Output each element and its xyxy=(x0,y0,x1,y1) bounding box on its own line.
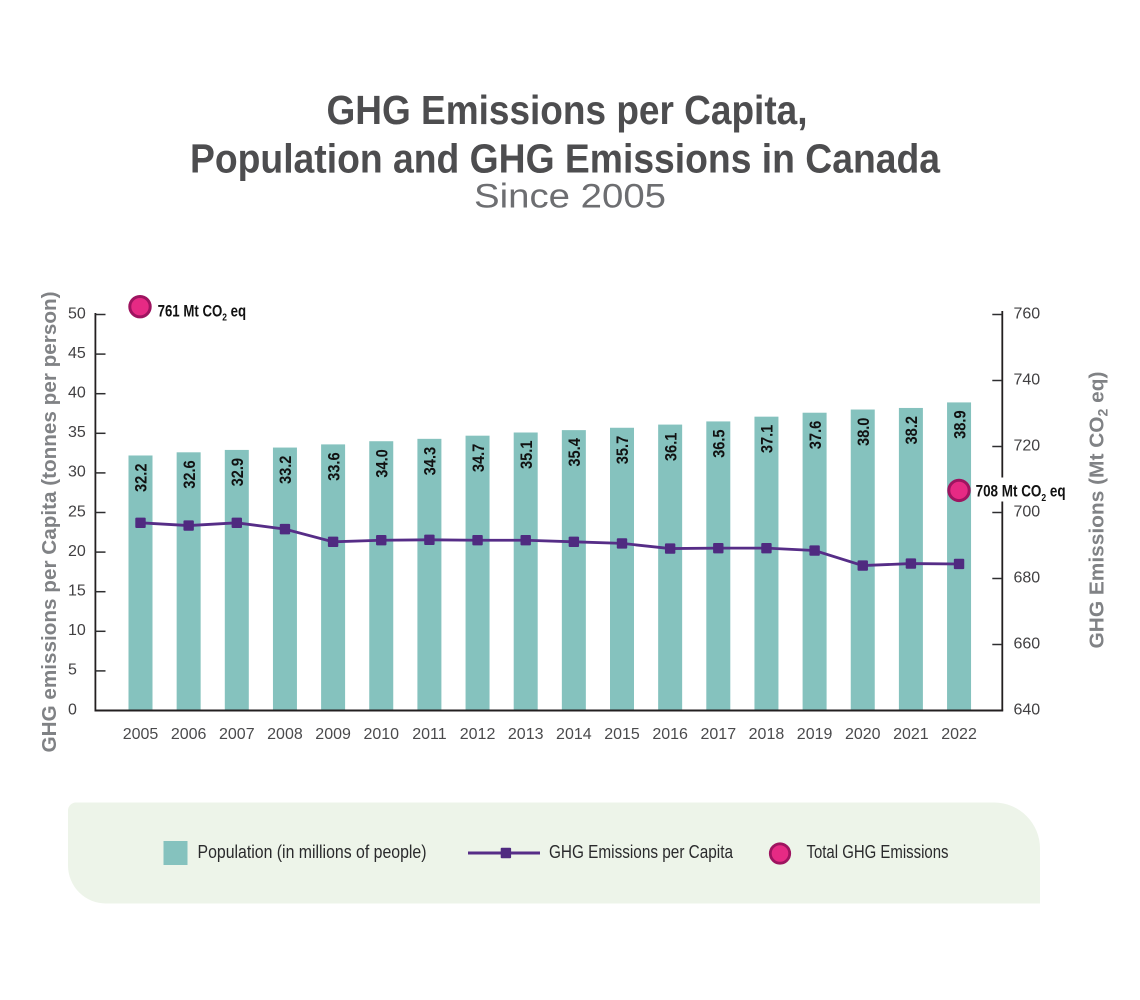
svg-text:2010: 2010 xyxy=(363,726,399,743)
svg-text:10: 10 xyxy=(68,622,86,639)
svg-text:680: 680 xyxy=(1014,569,1041,586)
svg-text:720: 720 xyxy=(1014,437,1041,454)
svg-text:GHG Emissions per Capita: GHG Emissions per Capita xyxy=(549,842,734,862)
svg-text:32.6: 32.6 xyxy=(180,460,199,489)
svg-text:35.1: 35.1 xyxy=(517,441,536,470)
svg-text:2009: 2009 xyxy=(315,726,351,743)
svg-text:36.5: 36.5 xyxy=(710,429,729,458)
svg-text:15: 15 xyxy=(68,583,86,600)
svg-text:2012: 2012 xyxy=(460,726,496,743)
svg-text:35.7: 35.7 xyxy=(613,436,632,465)
svg-text:Population and GHG Emissions i: Population and GHG Emissions in Canada xyxy=(190,136,940,182)
svg-text:2018: 2018 xyxy=(749,726,785,743)
svg-text:2006: 2006 xyxy=(171,726,207,743)
svg-text:37.6: 37.6 xyxy=(806,421,825,450)
svg-text:20: 20 xyxy=(68,543,86,560)
svg-text:2020: 2020 xyxy=(845,726,881,743)
svg-text:32.9: 32.9 xyxy=(228,458,247,487)
svg-text:34.0: 34.0 xyxy=(372,449,391,478)
svg-text:640: 640 xyxy=(1014,701,1041,718)
svg-text:760: 760 xyxy=(1014,305,1041,322)
svg-text:33.2: 33.2 xyxy=(276,456,295,485)
svg-text:2011: 2011 xyxy=(412,726,447,743)
svg-text:0: 0 xyxy=(68,701,77,718)
svg-text:36.1: 36.1 xyxy=(661,433,680,462)
svg-text:GHG emissions per Capita (tonn: GHG emissions per Capita (tonnes per per… xyxy=(39,292,61,753)
svg-text:45: 45 xyxy=(68,345,86,362)
svg-text:2007: 2007 xyxy=(219,726,255,743)
svg-text:38.2: 38.2 xyxy=(902,416,921,445)
svg-text:GHG Emissions per Capita,: GHG Emissions per Capita, xyxy=(327,87,808,133)
svg-text:40: 40 xyxy=(68,385,86,402)
svg-text:740: 740 xyxy=(1014,371,1041,388)
svg-text:2017: 2017 xyxy=(701,726,737,743)
svg-text:25: 25 xyxy=(68,503,86,520)
svg-text:30: 30 xyxy=(68,464,86,481)
svg-text:5: 5 xyxy=(68,662,77,679)
svg-text:2015: 2015 xyxy=(604,726,640,743)
svg-text:32.2: 32.2 xyxy=(132,463,151,492)
svg-text:2022: 2022 xyxy=(941,726,977,743)
svg-text:700: 700 xyxy=(1014,503,1041,520)
svg-text:50: 50 xyxy=(68,305,86,322)
svg-text:Total GHG Emissions: Total GHG Emissions xyxy=(807,842,949,862)
svg-text:33.6: 33.6 xyxy=(324,452,343,481)
svg-text:Since 2005: Since 2005 xyxy=(474,178,666,216)
svg-text:2013: 2013 xyxy=(508,726,544,743)
svg-text:GHG Emissions (Mt CO2 eq): GHG Emissions (Mt CO2 eq) xyxy=(1087,371,1111,648)
svg-text:660: 660 xyxy=(1014,635,1041,652)
svg-text:2008: 2008 xyxy=(267,726,303,743)
svg-text:34.7: 34.7 xyxy=(469,444,488,473)
svg-text:2014: 2014 xyxy=(556,726,592,743)
svg-text:2016: 2016 xyxy=(652,726,688,743)
svg-text:38.0: 38.0 xyxy=(854,418,873,447)
svg-text:761 Mt CO2 eq: 761 Mt CO2 eq xyxy=(158,302,247,323)
svg-text:37.1: 37.1 xyxy=(758,425,777,454)
svg-text:38.9: 38.9 xyxy=(950,410,969,439)
svg-text:34.3: 34.3 xyxy=(421,447,440,476)
svg-text:2019: 2019 xyxy=(797,726,833,743)
svg-text:35.4: 35.4 xyxy=(565,438,584,467)
svg-text:2005: 2005 xyxy=(123,726,159,743)
svg-text:35: 35 xyxy=(68,424,86,441)
svg-text:Population (in millions of peo: Population (in millions of people) xyxy=(198,842,427,862)
svg-text:2021: 2021 xyxy=(893,726,929,743)
